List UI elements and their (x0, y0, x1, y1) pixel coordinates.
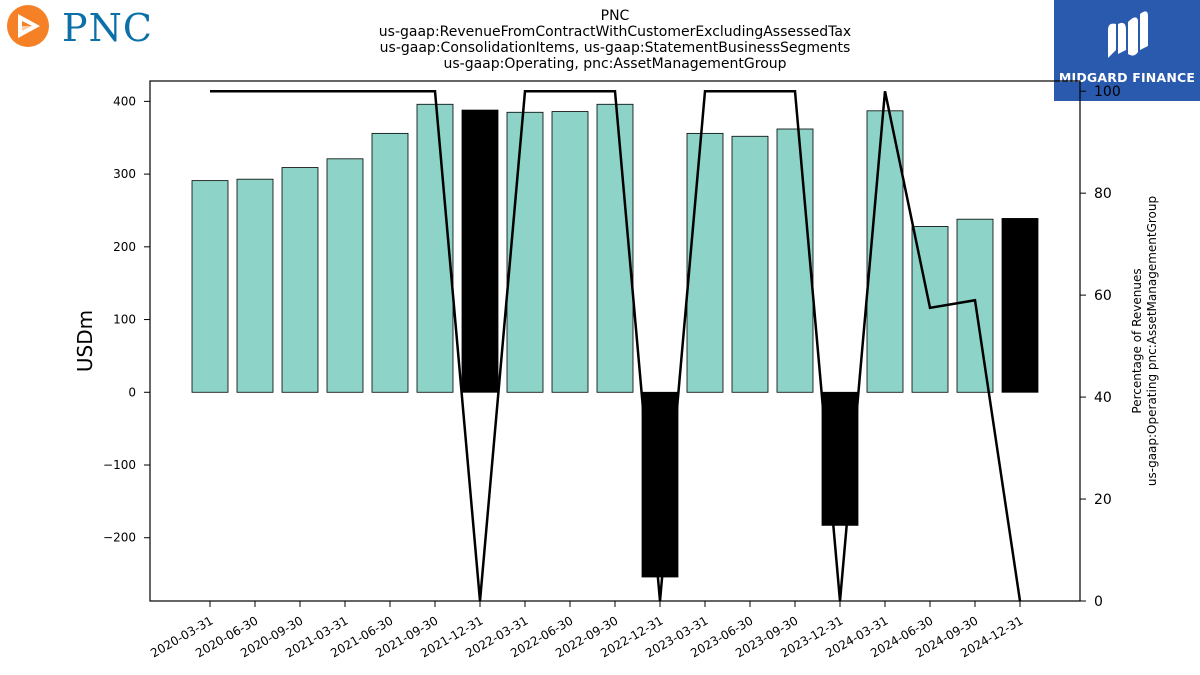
y-tick-label: 200 (113, 240, 136, 254)
secondary-y-axis-label-line-2: us-gaap:Operating pnc:AssetManagementGro… (1145, 196, 1159, 486)
y2-tick-label: 100 (1094, 84, 1121, 100)
bar-2022-09-30 (596, 103, 634, 393)
pnc-logo: PNC (6, 4, 156, 50)
chart-title-line-2: us-gaap:RevenueFromContractWithCustomerE… (378, 24, 852, 40)
percentage-series-line (210, 89, 1022, 602)
midgard-finance-wordmark: MIDGARD FINANCE (1058, 70, 1196, 85)
bar-2020-03-31 (191, 180, 229, 393)
y2-tick-label: 60 (1094, 288, 1112, 304)
bar-2022-03-31 (506, 111, 544, 393)
bar-2021-03-31 (326, 158, 364, 393)
bar-2024-03-31 (866, 110, 904, 393)
bar-2024-12-31 (1001, 218, 1039, 393)
y-axis-label: USDm (73, 310, 97, 372)
y-tick-label: 100 (113, 313, 136, 327)
y2-tick-label: 40 (1094, 390, 1112, 406)
pnc-triangle-logo-icon (7, 5, 49, 47)
y2-tick-label: 0 (1094, 594, 1103, 610)
y2-tick-label: 20 (1094, 492, 1112, 508)
y2-tick-label: 80 (1094, 186, 1112, 202)
bar-2022-06-30 (551, 111, 589, 393)
line-layer (210, 89, 1022, 602)
bar-2023-09-30 (776, 128, 814, 393)
bar-2023-06-30 (731, 135, 769, 393)
chart-title-line-4: us-gaap:Operating, pnc:AssetManagementGr… (443, 56, 787, 72)
chart-title-company: PNC (600, 8, 630, 24)
bar-2023-03-31 (686, 132, 724, 393)
midgard-m-logo-icon (1108, 11, 1148, 59)
y-tick-label: 400 (113, 94, 136, 108)
bar-2021-09-30 (416, 103, 454, 393)
chart-title-line-3: us-gaap:ConsolidationItems, us-gaap:Stat… (379, 40, 851, 56)
bar-2020-06-30 (236, 178, 274, 393)
bars-layer (191, 103, 1039, 578)
bar-2022-12-31 (641, 391, 679, 578)
secondary-y-axis-label-line-1: Percentage of Revenues (1130, 268, 1144, 413)
bar-2020-09-30 (281, 167, 319, 393)
y-tick-label: 0 (128, 385, 136, 399)
bar-2021-12-31 (461, 109, 499, 393)
midgard-finance-logo: MIDGARD FINANCE (1054, 0, 1200, 101)
pnc-wordmark: PNC (62, 6, 153, 50)
y-tick-label: 300 (113, 167, 136, 181)
bar-2021-06-30 (371, 132, 409, 393)
y-tick-label: −200 (103, 531, 136, 545)
y-tick-label: −100 (103, 458, 136, 472)
